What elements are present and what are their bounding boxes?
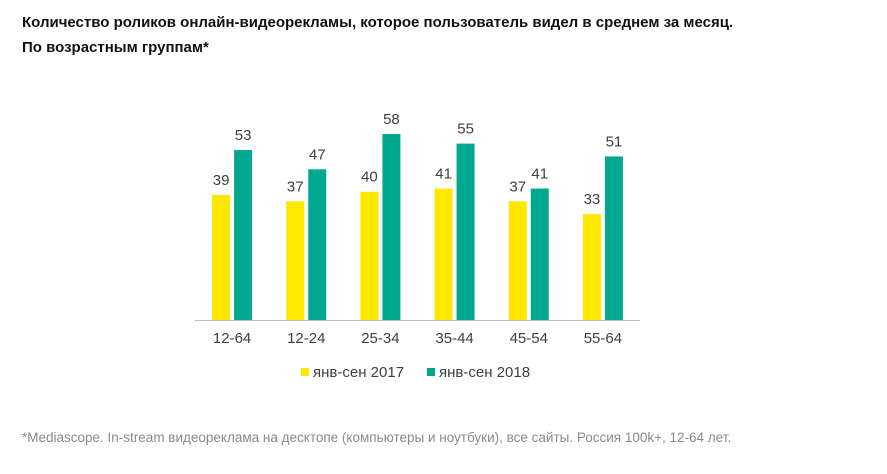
x-tick-label-45-54: 45-54	[510, 330, 548, 347]
x-tick-label-35-44: 35-44	[435, 330, 473, 347]
chart-title-line-2: По возрастным группам*	[22, 39, 209, 56]
data-label-2018-45-54: 41	[531, 166, 548, 183]
bar-2018-12-64	[234, 150, 253, 320]
legend-label-2018: янв-сен 2018	[439, 364, 530, 381]
bar-2017-45-54	[508, 201, 527, 320]
legend-swatch-2018	[427, 368, 435, 376]
bar-2017-25-34	[360, 191, 379, 320]
x-tick-label-55-64: 55-64	[584, 330, 622, 347]
data-label-2018-25-34: 58	[383, 111, 400, 128]
bar-2017-12-24	[286, 201, 305, 320]
bar-2017-55-64	[582, 214, 601, 320]
data-label-2018-12-64: 53	[235, 127, 252, 144]
data-label-2017-12-64: 39	[213, 172, 230, 189]
chart-title: Количество роликов онлайн-видеорекламы, …	[22, 10, 872, 60]
legend-label-2017: янв-сен 2017	[313, 364, 404, 381]
x-tick-label-12-64: 12-64	[213, 330, 251, 347]
bar-2018-25-34	[382, 134, 401, 320]
data-label-2017-25-34: 40	[361, 169, 378, 186]
data-label-2018-35-44: 55	[457, 121, 474, 138]
data-label-2018-12-24: 47	[309, 146, 326, 163]
footnote: *Mediascope. In-stream видеореклама на д…	[22, 430, 732, 445]
bar-2018-12-24	[308, 169, 327, 320]
data-label-2018-55-64: 51	[606, 133, 623, 150]
bar-2018-35-44	[456, 143, 475, 320]
bar-2018-55-64	[604, 156, 623, 320]
legend-swatch-2017	[301, 368, 309, 376]
x-tick-label-25-34: 25-34	[361, 330, 399, 347]
bar-2017-12-64	[212, 194, 231, 320]
bar-2018-45-54	[530, 188, 549, 320]
chart-title-line-1: Количество роликов онлайн-видеорекламы, …	[22, 14, 734, 31]
data-label-2017-35-44: 41	[435, 166, 452, 183]
data-label-2017-45-54: 37	[509, 178, 526, 195]
bar-2017-35-44	[434, 188, 453, 320]
data-label-2017-12-24: 37	[287, 178, 304, 195]
data-label-2017-55-64: 33	[584, 191, 601, 208]
x-tick-label-12-24: 12-24	[287, 330, 325, 347]
